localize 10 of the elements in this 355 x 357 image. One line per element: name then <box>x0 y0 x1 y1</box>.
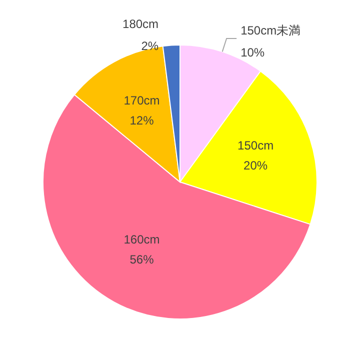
slice-label: 150cm <box>238 138 274 152</box>
slice-label: 180cm <box>122 16 159 31</box>
slice-label: 170cm <box>124 93 160 108</box>
data-label: 12% <box>130 113 154 128</box>
slice-label: 160cm <box>124 232 160 247</box>
data-label: 56% <box>130 252 154 267</box>
data-label: 10% <box>240 45 265 60</box>
data-label: 2% <box>141 38 159 53</box>
slice-label: 150cm未満 <box>240 23 301 38</box>
data-label: 20% <box>244 158 268 172</box>
